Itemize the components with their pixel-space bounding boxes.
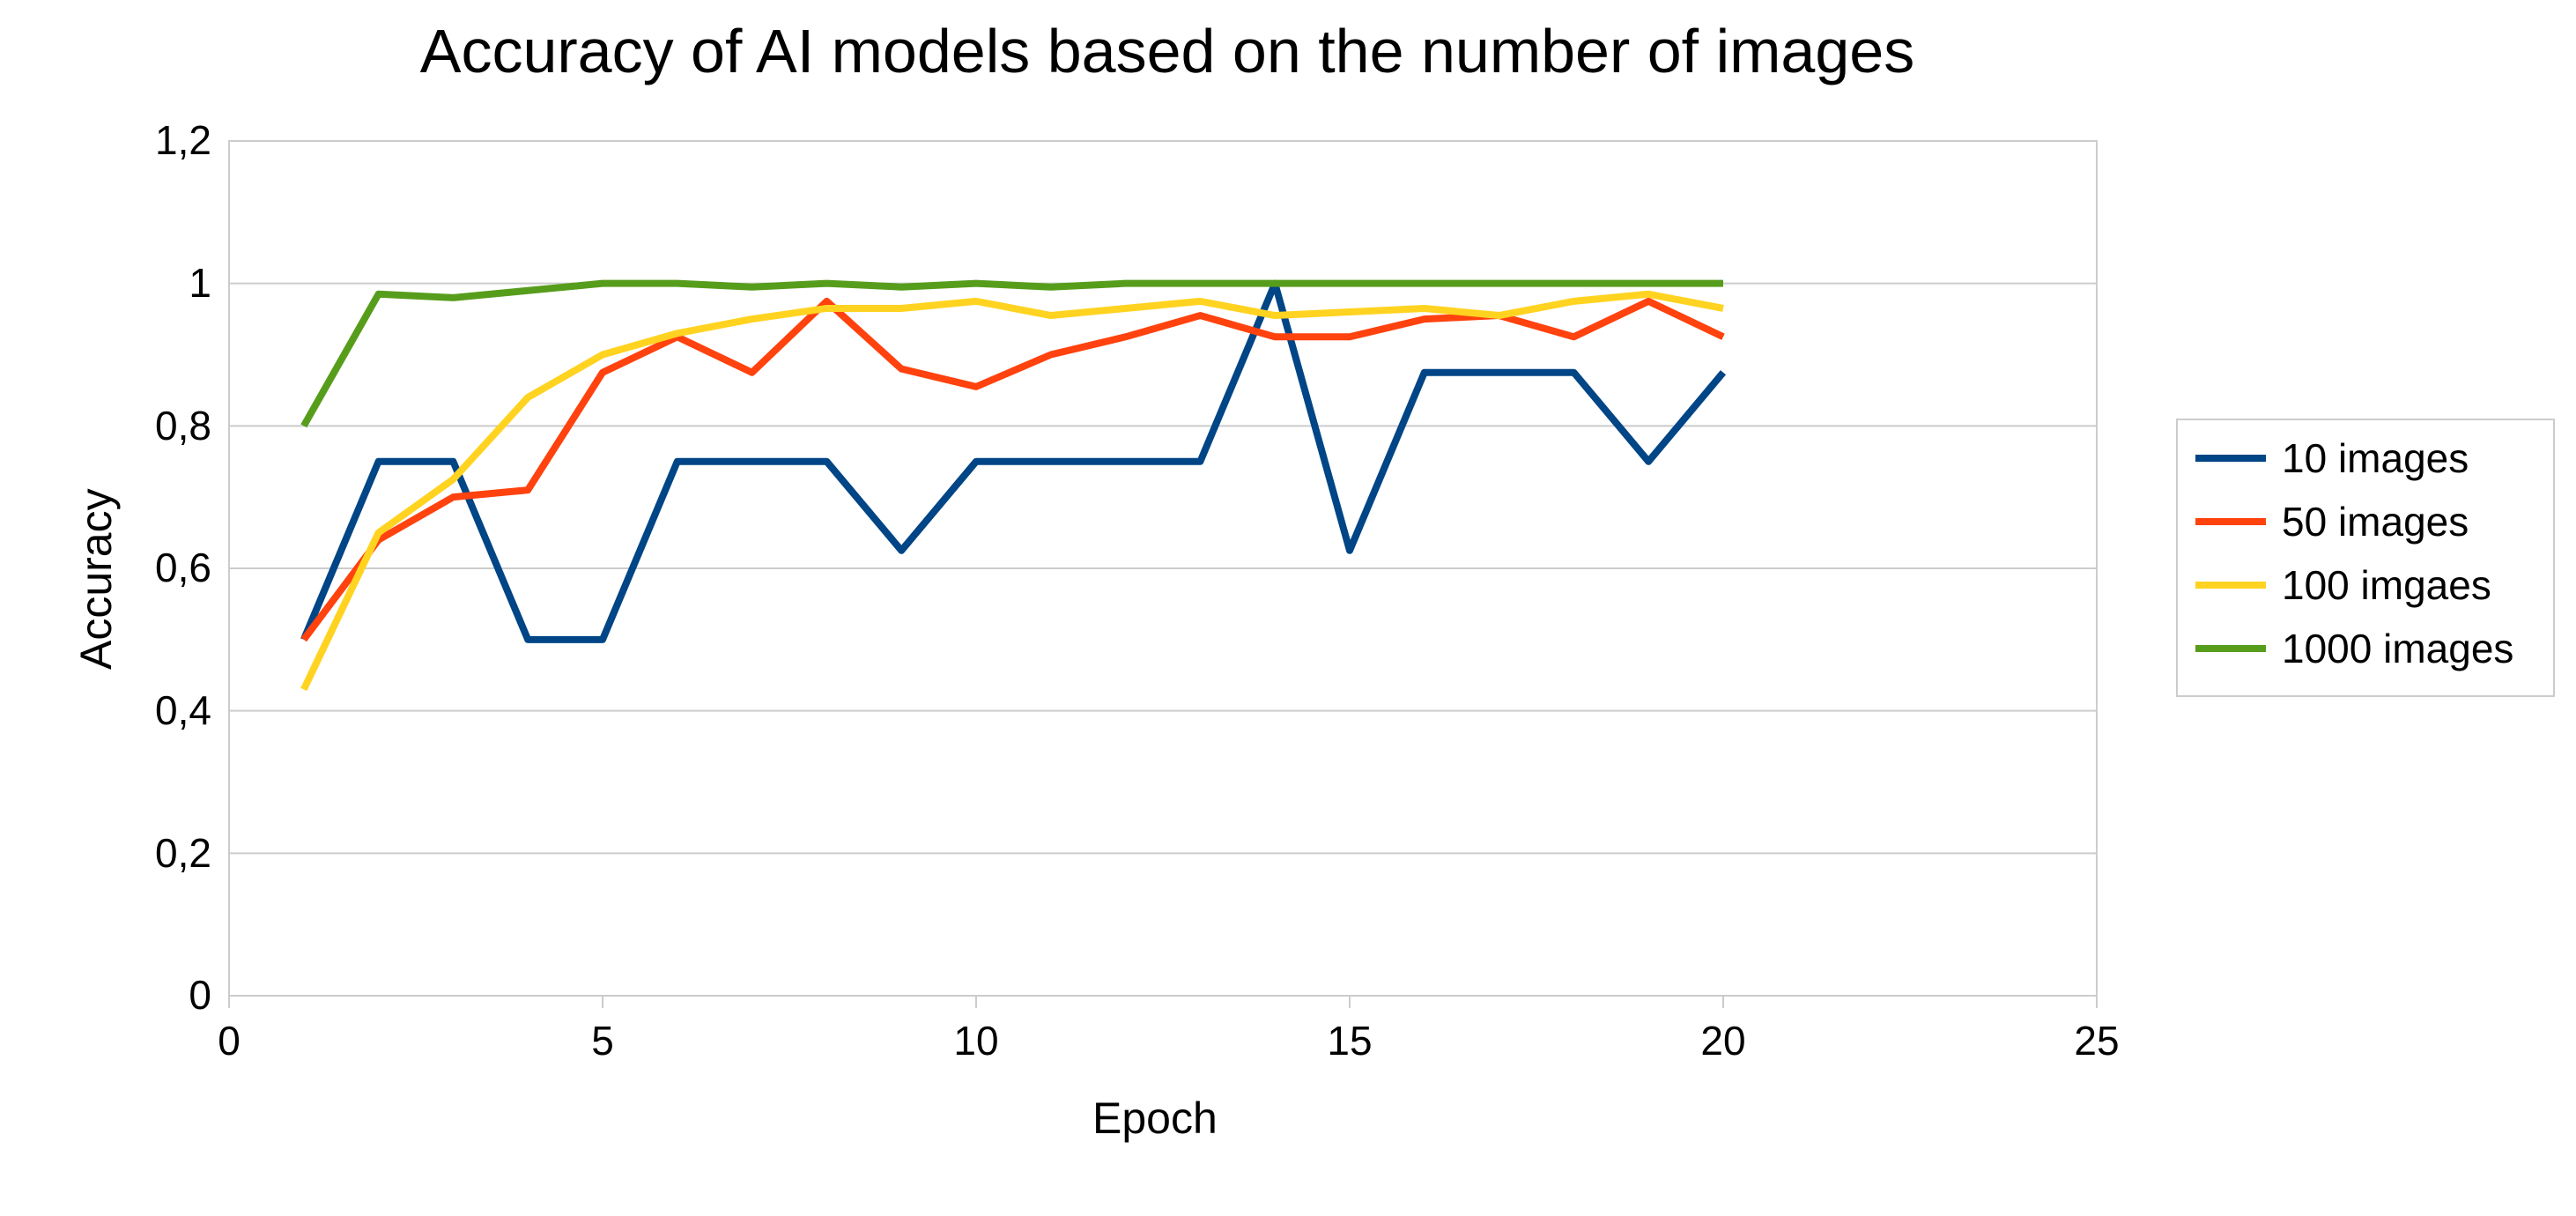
- legend-swatch: [2195, 455, 2266, 462]
- chart-container: Accuracy of AI models based on the numbe…: [0, 0, 2576, 1212]
- tick-label: 0,4: [155, 686, 211, 734]
- legend-item: 1000 images: [2195, 625, 2535, 672]
- legend-label: 100 imgaes: [2282, 561, 2491, 609]
- legend-label: 1000 images: [2282, 625, 2513, 672]
- legend-item: 10 images: [2195, 434, 2535, 482]
- tick-label: 0,8: [155, 402, 211, 449]
- legend-swatch: [2195, 582, 2266, 589]
- tick-label: 0,2: [155, 829, 211, 877]
- legend-swatch: [2195, 518, 2266, 525]
- tick-label: 10: [953, 1017, 998, 1064]
- legend-item: 50 images: [2195, 498, 2535, 545]
- legend-label: 50 images: [2282, 498, 2469, 545]
- legend-label: 10 images: [2282, 434, 2469, 482]
- tick-label: 0: [189, 971, 211, 1019]
- tick-label: 15: [1327, 1017, 1372, 1064]
- legend-item: 100 imgaes: [2195, 561, 2535, 609]
- y-axis-title: Accuracy: [70, 488, 122, 670]
- x-axis-title: Epoch: [1092, 1093, 1218, 1144]
- tick-label: 20: [1700, 1017, 1745, 1064]
- tick-label: 25: [2074, 1017, 2119, 1064]
- tick-label: 5: [591, 1017, 614, 1064]
- tick-label: 1: [189, 259, 211, 307]
- tick-label: 1,2: [155, 116, 211, 164]
- legend-swatch: [2195, 645, 2266, 652]
- legend: 10 images 50 images 100 imgaes 1000 images: [2176, 419, 2555, 697]
- tick-label: 0: [218, 1017, 241, 1064]
- tick-label: 0,6: [155, 544, 211, 591]
